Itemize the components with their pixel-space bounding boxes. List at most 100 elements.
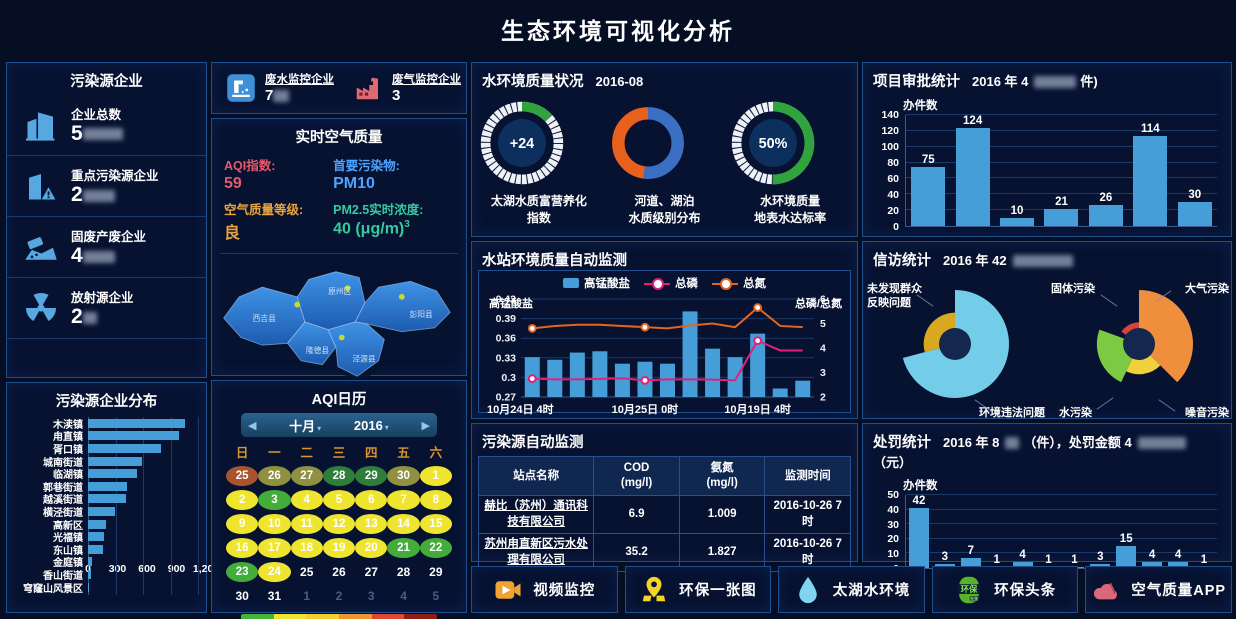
app-button-water-drop[interactable]: 太湖水环境 <box>778 566 925 613</box>
panel-distribution: 污染源企业分布 木渎镇 甪直镇 胥口镇 城南街道 临湖镇 郭巷街道 越溪街道 横泾街道 高新区光… <box>6 382 219 613</box>
calendar-day[interactable]: 3 <box>367 589 375 603</box>
month-select[interactable]: 十月 ▾ <box>289 418 322 434</box>
app-button-cloud[interactable]: 空气质量APP <box>1085 566 1232 613</box>
calendar-day[interactable]: 9 <box>226 514 259 534</box>
calendar-day[interactable]: 23 <box>226 562 259 582</box>
calendar-day[interactable]: 18 <box>290 538 323 558</box>
svg-text:0.42: 0.42 <box>496 294 517 306</box>
chart-box: 高锰酸盐 总磷 总氮 高锰酸盐 总磷/总氮 0.27 0.3 0.33 0.36 0.39 0… <box>478 270 851 416</box>
bar-value-label: 114 <box>1141 122 1160 135</box>
monitor-stat-link[interactable]: 废水监控企业 <box>265 74 334 86</box>
calendar-day[interactable]: 10 <box>258 514 291 534</box>
bar-column: 7 <box>958 495 984 568</box>
calendar-day[interactable]: 30 <box>235 589 249 603</box>
calendar-day[interactable]: 16 <box>226 538 259 558</box>
svg-text:0.39: 0.39 <box>496 313 517 325</box>
aqi-legend-bar <box>241 614 437 619</box>
bar <box>88 418 186 428</box>
calendar-day[interactable]: 8 <box>419 490 452 510</box>
legend-item: 总磷 <box>644 275 698 291</box>
calendar-day[interactable]: 17 <box>258 538 291 558</box>
gauge-label: 太湖水质富营养化 指数 <box>490 194 587 226</box>
calendar-day[interactable]: 14 <box>387 514 420 534</box>
calendar-day[interactable]: 27 <box>364 565 378 579</box>
calendar-day[interactable]: 26 <box>258 466 291 486</box>
app-button-eco-badge[interactable]: 环保 头条 环保头条 <box>931 566 1079 613</box>
calendar-day[interactable]: 30 <box>387 466 420 486</box>
calendar-day[interactable]: 29 <box>355 466 388 486</box>
station-dot <box>398 293 405 300</box>
bar-row: 越溪街道 <box>11 493 198 506</box>
calendar-day[interactable]: 4 <box>400 589 407 603</box>
calendar-day[interactable]: 1 <box>303 589 311 603</box>
station-name-link[interactable]: 苏州甪直新区污水处理有限公司 <box>477 533 595 572</box>
calendar-day[interactable]: 24 <box>258 562 291 582</box>
rose-segment-label: 水污染 <box>1059 406 1092 419</box>
calendar-day[interactable]: 6 <box>355 490 388 510</box>
calendar-day[interactable]: 20 <box>355 538 388 558</box>
panel-station-monitor: 水站环境质量自动监测 高锰酸盐 总磷 总氮 高锰酸盐 总磷/总氮 0.27 0.3 0.… <box>471 241 858 419</box>
calendar-day[interactable]: 2 <box>335 589 343 603</box>
bar-column: 42 <box>906 495 932 568</box>
air-metric-value: 良 <box>224 225 241 242</box>
bar-column: 21 <box>1039 115 1083 226</box>
calendar-day[interactable]: 28 <box>396 565 411 579</box>
prev-month-arrow[interactable]: ◀ <box>248 419 257 432</box>
calendar-day[interactable]: 26 <box>332 565 346 579</box>
bar-column: 4 <box>1165 495 1191 568</box>
calendar-day[interactable]: 29 <box>429 565 443 579</box>
bar-value-label: 30 <box>1188 189 1202 202</box>
enterprise-stat-item: 重点污染源企业 2 <box>7 156 206 218</box>
calendar-day[interactable]: 27 <box>290 466 323 486</box>
rose-segment-label: 环境违法问题 <box>979 406 1045 419</box>
panel-subtitle-text: 2016-08 <box>595 74 644 89</box>
app-button-video[interactable]: 视频监控 <box>471 566 618 613</box>
calendar-day[interactable]: 3 <box>258 490 291 510</box>
calendar-day[interactable]: 2 <box>226 490 259 510</box>
calendar-day[interactable]: 4 <box>290 490 323 510</box>
bar-value-label: 75 <box>921 153 935 166</box>
stat-label: 重点污染源企业 <box>71 169 159 184</box>
monitor-stat-link[interactable]: 废气监控企业 <box>392 74 461 86</box>
air-metric-label: PM2.5实时浓度: <box>333 203 424 217</box>
calendar-day[interactable]: 12 <box>322 514 356 534</box>
calendar-day[interactable]: 11 <box>290 514 323 534</box>
legend-item: 总氮 <box>712 275 766 291</box>
next-month-arrow[interactable]: ▶ <box>421 419 430 432</box>
app-button-label: 视频监控 <box>533 583 596 599</box>
calendar-day[interactable]: 25 <box>226 466 259 486</box>
y-tick-label: 20 <box>887 533 899 546</box>
panel-title: 污染源企业 <box>70 74 143 90</box>
svg-text:10月25日 0时: 10月25日 0时 <box>612 402 679 416</box>
bar-value-label: 42 <box>912 495 926 507</box>
svg-text:环保: 环保 <box>961 583 978 593</box>
rose-segment-label: 未发现群众 反映问题 <box>867 283 922 310</box>
calendar-day[interactable]: 25 <box>300 565 314 579</box>
station-name-link[interactable]: 赫比（苏州）通讯科技有限公司 <box>477 495 595 534</box>
app-button-map-pin[interactable]: 环保一张图 <box>624 566 772 613</box>
bar <box>1177 202 1212 226</box>
bar <box>1168 562 1189 568</box>
calendar-day[interactable]: 5 <box>322 490 356 510</box>
calendar-day[interactable]: 15 <box>419 514 452 534</box>
calendar-day[interactable]: 7 <box>387 490 420 510</box>
panel-subtitle-text: 2016 年 8 <box>943 435 1000 450</box>
left-axis-label: 高锰酸盐 <box>489 298 533 310</box>
calendar-day[interactable]: 13 <box>355 514 388 534</box>
bar-column: 1 <box>1061 495 1087 568</box>
month-selector: ◀ 十月 ▾ 2016 ▾ ▶ <box>241 413 437 437</box>
calendar-day[interactable]: 21 <box>387 538 420 558</box>
data-marker <box>640 375 650 385</box>
calendar-day[interactable]: 5 <box>432 589 440 603</box>
calendar-day[interactable]: 22 <box>419 538 452 558</box>
waste-icon <box>23 229 59 265</box>
bar-column: 3 <box>1087 495 1113 568</box>
column-header: 站点名称 <box>477 456 595 496</box>
calendar-day[interactable]: 19 <box>322 538 356 558</box>
y-tick-label: 0 <box>893 221 899 233</box>
wastewater-icon <box>226 73 256 103</box>
calendar-day[interactable]: 31 <box>267 589 282 603</box>
calendar-day[interactable]: 1 <box>419 466 452 486</box>
year-select[interactable]: 2016 ▾ <box>353 417 389 433</box>
calendar-day[interactable]: 28 <box>322 466 356 486</box>
